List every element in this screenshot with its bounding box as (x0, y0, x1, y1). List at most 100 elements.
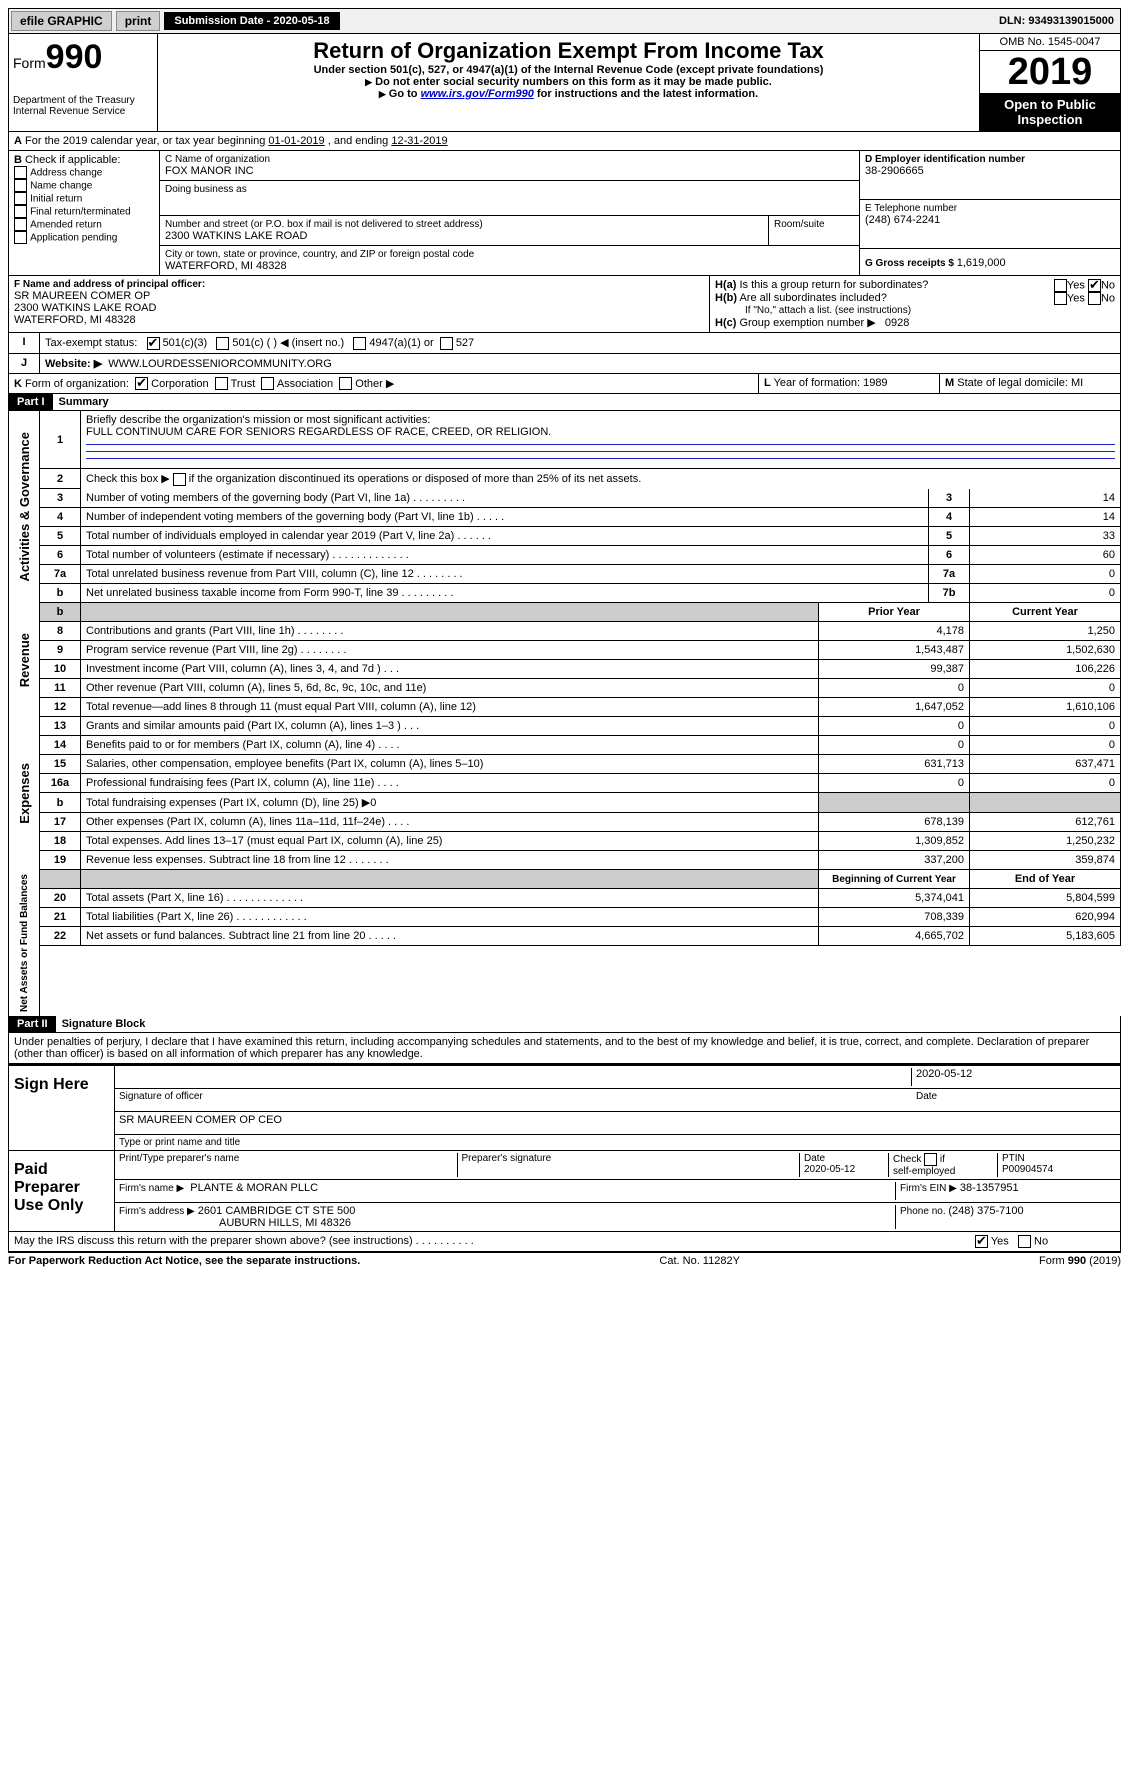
rev-side-label: Revenue (15, 629, 34, 691)
b-item-checkbox[interactable] (14, 192, 27, 205)
dln: DLN: 93493139015000 (999, 15, 1118, 27)
col-beg: Beginning of Current Year (819, 870, 970, 889)
hb-note: If "No," attach a list. (see instruction… (715, 305, 1115, 316)
print-button[interactable]: print (116, 11, 161, 31)
line-j: J Website: ▶ WWW.LOURDESSENIORCOMMUNITY.… (8, 354, 1121, 374)
part1-label: Part I (9, 394, 53, 410)
table-row: 11Other revenue (Part VIII, column (A), … (40, 679, 1121, 698)
footer-right: Form 990 (2019) (1039, 1255, 1121, 1267)
part2-title: Signature Block (56, 1016, 152, 1032)
corp-checkbox[interactable] (135, 377, 148, 390)
paid-prep-label: Paid Preparer Use Only (9, 1151, 114, 1231)
b-checkbox-item: Name change (14, 179, 154, 192)
part1-header: Part I Summary (8, 394, 1121, 411)
submission-date: Submission Date - 2020-05-18 (164, 12, 339, 30)
firm-name: PLANTE & MORAN PLLC (190, 1182, 318, 1194)
section-c: C Name of organization FOX MANOR INC Doi… (160, 151, 860, 275)
501c3-checkbox[interactable] (147, 337, 160, 350)
firm-addr2: AUBURN HILLS, MI 48326 (119, 1217, 351, 1229)
table-row: 12Total revenue—add lines 8 through 11 (… (40, 698, 1121, 717)
gross-value: 1,619,000 (957, 257, 1006, 269)
form-title: Return of Organization Exempt From Incom… (162, 38, 975, 64)
b-item-checkbox[interactable] (14, 179, 27, 192)
b-item-checkbox[interactable] (14, 231, 27, 244)
department-line2: Internal Revenue Service (13, 106, 153, 117)
domicile: MI (1071, 377, 1083, 389)
city: WATERFORD, MI 48328 (165, 260, 854, 272)
top-toolbar: efile GRAPHIC print Submission Date - 20… (8, 8, 1121, 34)
b-checkbox-item: Address change (14, 166, 154, 179)
table-row: 4Number of independent voting members of… (40, 508, 1121, 527)
street: 2300 WATKINS LAKE ROAD (165, 230, 763, 242)
prep-sig-label: Preparer's signature (458, 1153, 801, 1177)
dba-label: Doing business as (165, 184, 854, 195)
section-h: H(a) Is this a group return for subordin… (710, 276, 1120, 332)
line-a: A For the 2019 calendar year, or tax yea… (8, 132, 1121, 151)
footer-left: For Paperwork Reduction Act Notice, see … (8, 1255, 360, 1267)
date-label: Date (912, 1091, 1116, 1109)
section-deg: D Employer identification number 38-2906… (860, 151, 1120, 275)
year-begin-label: For the 2019 calendar year, or tax year … (25, 135, 268, 147)
527-checkbox[interactable] (440, 337, 453, 350)
b-item-checkbox[interactable] (14, 205, 27, 218)
governance-section: Activities & Governance 1 Briefly descri… (8, 411, 1121, 603)
website-value: WWW.LOURDESSENIORCOMMUNITY.ORG (108, 358, 331, 370)
firm-addr1: 2601 CAMBRIDGE CT STE 500 (198, 1205, 356, 1217)
form-number: Form990 (13, 38, 153, 77)
irs-yes-checkbox[interactable] (975, 1235, 988, 1248)
table-row: 19Revenue less expenses. Subtract line 1… (40, 851, 1121, 870)
table-row: 16aProfessional fundraising fees (Part I… (40, 774, 1121, 793)
domicile-label: State of legal domicile: (957, 377, 1071, 389)
irs-no-checkbox[interactable] (1018, 1235, 1031, 1248)
type-name-label: Type or print name and title (115, 1135, 1120, 1150)
ha-label: Is this a group return for subordinates? (739, 279, 928, 291)
b-checkbox-item: Final return/terminated (14, 205, 154, 218)
form-org-label: Form of organization: (25, 378, 129, 390)
department-line1: Department of the Treasury (13, 95, 153, 106)
org-name: FOX MANOR INC (165, 165, 854, 177)
officer-printed: SR MAUREEN COMER OP CEO (119, 1114, 282, 1132)
year-formation-label: Year of formation: (774, 377, 863, 389)
fh-block: F Name and address of principal officer:… (8, 276, 1121, 333)
hb-no-checkbox[interactable] (1088, 292, 1101, 305)
street-label: Number and street (or P.O. box if mail i… (165, 219, 763, 230)
gov-side-label: Activities & Governance (15, 428, 34, 586)
hc-value: 0928 (885, 317, 909, 329)
phone-label: E Telephone number (865, 203, 1115, 214)
may-irs-text: May the IRS discuss this return with the… (14, 1235, 474, 1247)
line-klm: K Form of organization: Corporation Trus… (8, 374, 1121, 395)
table-row: 8Contributions and grants (Part VIII, li… (40, 622, 1121, 641)
q2-label: Check this box ▶ (86, 473, 170, 485)
sig-date: 2020-05-12 (911, 1068, 1116, 1086)
ha-yes-checkbox[interactable] (1054, 279, 1067, 292)
hb-yes-checkbox[interactable] (1054, 292, 1067, 305)
col-end: End of Year (970, 870, 1121, 889)
other-checkbox[interactable] (339, 377, 352, 390)
officer-street: 2300 WATKINS LAKE ROAD (14, 302, 704, 314)
b-checkbox-item: Application pending (14, 231, 154, 244)
form-header: Form990 Department of the Treasury Inter… (8, 34, 1121, 132)
ha-no-checkbox[interactable] (1088, 279, 1101, 292)
col-current: Current Year (970, 603, 1121, 622)
table-row: 6Total number of volunteers (estimate if… (40, 546, 1121, 565)
table-row: bTotal fundraising expenses (Part IX, co… (40, 793, 1121, 813)
hb-label: Are all subordinates included? (739, 292, 886, 304)
q2-checkbox[interactable] (173, 473, 186, 486)
table-row: 21Total liabilities (Part X, line 26) . … (40, 908, 1121, 927)
b-checkbox-item: Amended return (14, 218, 154, 231)
irs-link[interactable]: www.irs.gov/Form990 (421, 88, 534, 100)
4947-checkbox[interactable] (353, 337, 366, 350)
501c-checkbox[interactable] (216, 337, 229, 350)
table-row: 3Number of voting members of the governi… (40, 489, 1121, 508)
self-emp-checkbox[interactable] (924, 1153, 937, 1166)
b-item-checkbox[interactable] (14, 166, 27, 179)
efile-button[interactable]: efile GRAPHIC (11, 11, 112, 31)
trust-checkbox[interactable] (215, 377, 228, 390)
table-row: 22Net assets or fund balances. Subtract … (40, 927, 1121, 946)
table-row: 10Investment income (Part VIII, column (… (40, 660, 1121, 679)
assoc-checkbox[interactable] (261, 377, 274, 390)
b-item-checkbox[interactable] (14, 218, 27, 231)
firm-ein: 38-1357951 (960, 1182, 1019, 1194)
city-label: City or town, state or province, country… (165, 249, 854, 260)
col-prior: Prior Year (819, 603, 970, 622)
